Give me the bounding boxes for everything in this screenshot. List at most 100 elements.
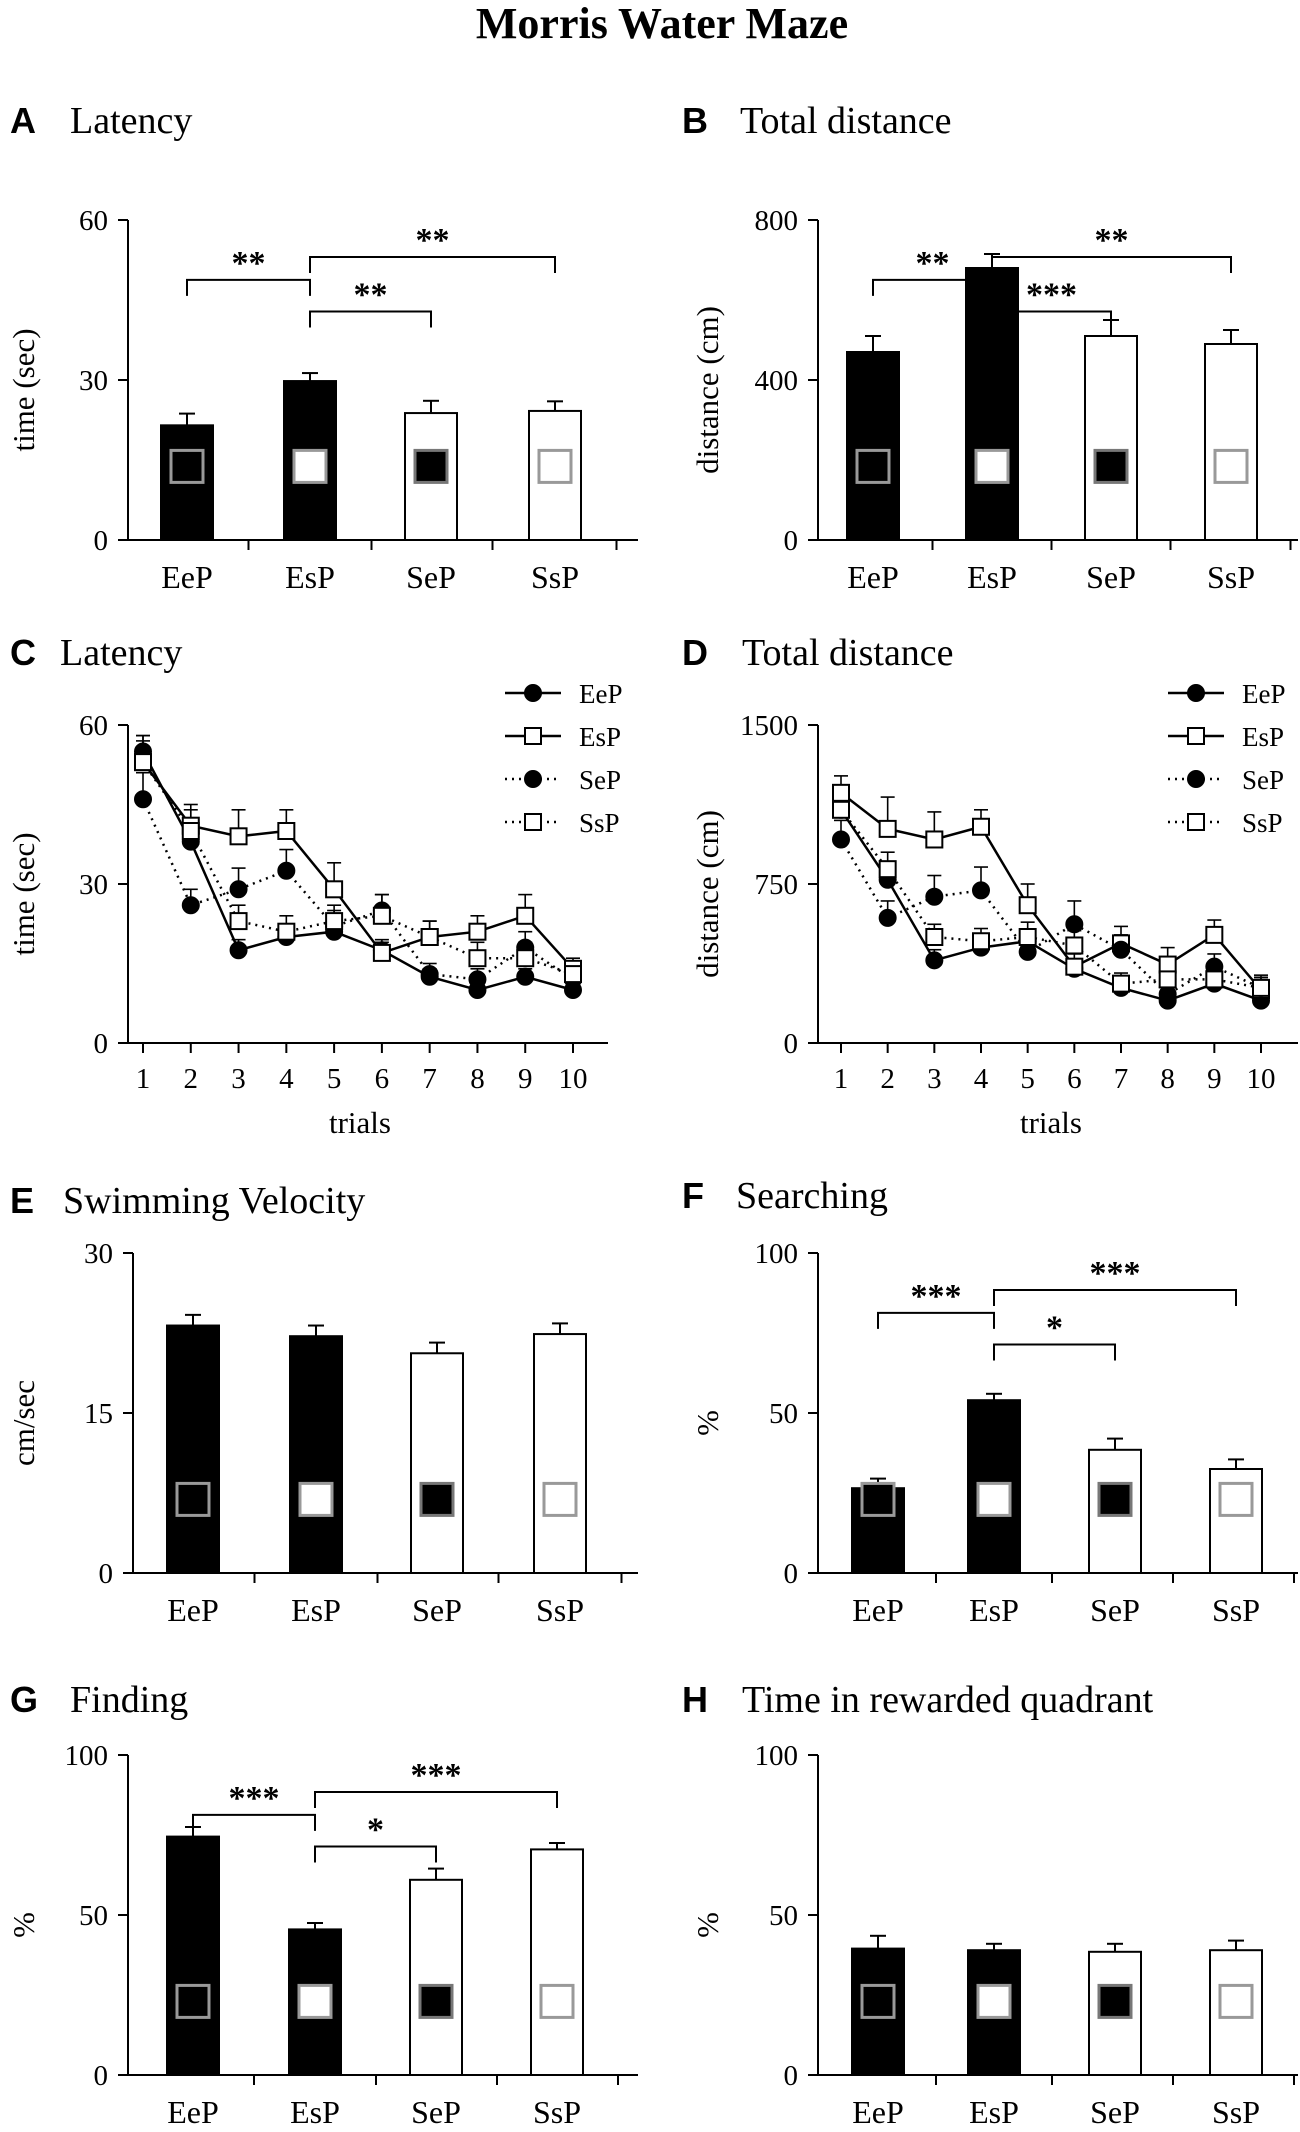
bar-ssp	[533, 1333, 587, 1574]
group-symbol-icon	[292, 448, 328, 484]
data-point-ssp	[925, 928, 944, 946]
legend-label: EsP	[579, 722, 621, 752]
panel-h: H Time in rewarded quadrant 0 50 100% EeP EsP S…	[682, 1679, 1298, 2130]
y-tick-label: 0	[94, 525, 109, 557]
x-tick-label: 5	[327, 1063, 342, 1095]
significance-label: **	[916, 245, 950, 282]
y-tick-label: 0	[784, 1558, 799, 1590]
legend-marker	[524, 684, 542, 702]
x-tick-label: EsP	[969, 1592, 1019, 1628]
group-symbol-icon	[413, 448, 449, 484]
group-symbol-icon	[419, 1481, 455, 1517]
significance-bracket	[186, 278, 311, 296]
significance-bracket	[993, 1343, 1116, 1361]
significance-label: **	[416, 222, 450, 259]
data-point-sep	[832, 830, 850, 849]
data-point-esp	[516, 906, 535, 925]
panel-letter: E	[10, 1180, 34, 1221]
significance-label: ***	[911, 1278, 962, 1315]
data-point-ssp	[325, 912, 344, 931]
y-tick-label: 0	[784, 2060, 799, 2092]
legend-marker	[1187, 770, 1205, 788]
data-point-ssp	[468, 949, 487, 968]
data-point-esp	[325, 880, 344, 899]
y-axis-label: distance (cm)	[690, 306, 725, 474]
data-point-sep	[878, 908, 897, 927]
data-point-ssp	[1158, 970, 1177, 989]
group-symbol-icon	[418, 1983, 454, 2019]
group-symbol-icon	[855, 448, 891, 484]
data-point-sep	[468, 970, 487, 989]
x-tick-label: 8	[1160, 1063, 1175, 1095]
panel-d: D Total distance 0 750 1500 distance (cm) 1 2 3 4…	[682, 632, 1298, 1140]
significance-bracket	[309, 310, 432, 328]
data-point-esp	[372, 943, 391, 962]
data-point-ssp	[134, 753, 152, 772]
group-symbol-icon	[1097, 1983, 1133, 2019]
data-point-sep	[420, 965, 439, 984]
significance-label: *	[1046, 1310, 1063, 1347]
y-tick-label: 50	[79, 1900, 108, 1932]
panel-letter: D	[682, 632, 708, 673]
significance-bracket	[991, 255, 1232, 273]
bar-eep	[166, 1324, 220, 1574]
legend-marker	[524, 813, 542, 831]
bar-sep	[409, 1878, 463, 2077]
group-symbol-icon	[297, 1983, 333, 2019]
panel-letter: B	[682, 100, 708, 141]
significance-bracket	[314, 1790, 558, 1808]
bar-eep	[846, 351, 900, 541]
data-point-ssp	[420, 928, 439, 946]
series-line-esp	[840, 791, 1262, 991]
x-tick-label: SeP	[411, 2094, 461, 2130]
group-symbol-icon	[1097, 1481, 1133, 1517]
bar-ssp	[1204, 343, 1258, 541]
x-tick-label: 7	[1114, 1063, 1129, 1095]
significance-label: ***	[411, 1757, 462, 1794]
legend-label: SeP	[579, 765, 621, 795]
x-tick-label: 8	[470, 1063, 485, 1095]
panel-title: Searching	[736, 1175, 888, 1217]
x-tick-label: SsP	[1207, 559, 1255, 595]
x-tick-label: 5	[1020, 1063, 1035, 1095]
x-axis-label: trials	[329, 1105, 391, 1140]
x-tick-label: EeP	[852, 2094, 904, 2130]
legend-label: SsP	[579, 808, 620, 838]
legend-label: SsP	[1242, 808, 1283, 838]
legend-label: EsP	[1242, 722, 1284, 752]
legend-marker	[1187, 684, 1205, 702]
data-point-sep	[134, 790, 152, 809]
x-tick-label: 6	[1067, 1063, 1082, 1095]
x-axis-label: trials	[1020, 1105, 1082, 1140]
x-tick-label: SsP	[1212, 2094, 1260, 2130]
panel-e: E Swimming Velocity 0 15 30 cm/sec EeP EsP SeP Ss…	[6, 1180, 638, 1628]
x-tick-label: 3	[231, 1063, 246, 1095]
y-axis-label: %	[6, 1912, 41, 1938]
x-tick-label: 1	[834, 1063, 849, 1095]
y-tick-label: 0	[94, 1028, 109, 1060]
y-tick-label: 0	[99, 1558, 114, 1590]
x-tick-label: EsP	[285, 559, 335, 595]
data-point-ssp	[372, 906, 391, 925]
data-point-esp	[229, 827, 248, 846]
bar-esp	[289, 1335, 343, 1574]
significance-bracket	[991, 310, 1112, 328]
x-tick-label: EeP	[167, 2094, 219, 2130]
data-point-ssp	[878, 860, 897, 879]
data-point-esp	[1205, 925, 1224, 944]
y-tick-label: 30	[84, 1238, 113, 1270]
group-symbol-icon	[976, 1983, 1012, 2019]
data-point-ssp	[1252, 978, 1270, 997]
series-line-ssp	[141, 761, 574, 976]
data-point-ssp	[832, 800, 850, 819]
group-symbol-icon	[860, 1983, 896, 2019]
significance-label: **	[1095, 222, 1129, 259]
x-tick-label: EsP	[969, 2094, 1019, 2130]
panel-letter: A	[10, 100, 36, 141]
panel-letter: G	[10, 1679, 38, 1720]
bar-sep	[410, 1352, 464, 1575]
